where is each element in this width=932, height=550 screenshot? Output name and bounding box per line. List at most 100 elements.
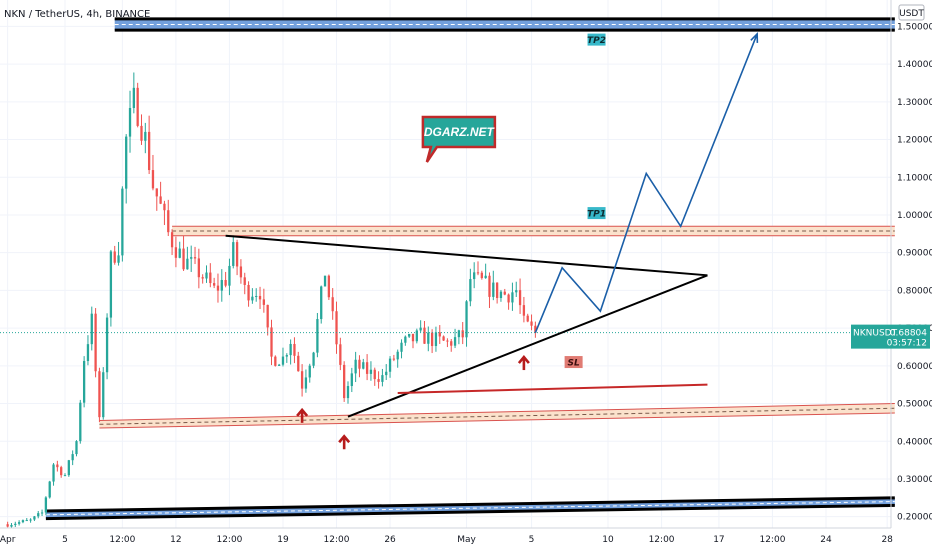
candle-body (121, 188, 124, 256)
candle-body (170, 232, 174, 248)
candle-body (48, 481, 51, 498)
label-TP1[interactable]: TP1 (587, 207, 606, 220)
x-tick-label: 12:00 (324, 535, 350, 545)
candle-body (140, 125, 143, 141)
drawings-layer (0, 32, 891, 418)
candle-body (21, 520, 25, 523)
x-tick-label: 12:00 (759, 535, 785, 545)
candle-body (335, 311, 338, 345)
candle-body (461, 330, 464, 338)
candle-body (488, 275, 491, 297)
candle-body (71, 454, 74, 461)
candle-body (167, 210, 170, 233)
candle-body (499, 291, 503, 299)
candle-body (515, 290, 518, 293)
y-tick-label: 1.00000 (897, 211, 932, 221)
time-axis[interactable]: Apr 5 12:00 12 12:00 19 12:00 26 May 5 10 12:00 17 12… (0, 535, 893, 545)
currency-badge[interactable]: USDT (898, 4, 925, 21)
candle-body (381, 375, 384, 382)
brand-callout[interactable]: DGARZ.NET (421, 115, 497, 163)
candle-body (102, 372, 105, 418)
x-tick-label: 12:00 (649, 535, 675, 545)
candle-body (453, 337, 457, 346)
zone-support[interactable] (99, 403, 895, 429)
candle-body (113, 251, 116, 263)
candle-body (266, 304, 269, 328)
candle-body (155, 188, 158, 197)
candle-body (251, 296, 254, 301)
candle-body (465, 301, 468, 338)
candle-body (243, 277, 246, 285)
upper-trendline[interactable] (225, 234, 708, 277)
candle-body (320, 286, 323, 320)
candle-body (174, 247, 178, 258)
candle-body (308, 365, 311, 378)
candle-body (258, 295, 262, 300)
x-tick-label: 17 (713, 535, 724, 545)
candle-body (343, 364, 346, 399)
y-tick-label: 0.20000 (897, 513, 932, 523)
candle-body (25, 520, 28, 522)
candle-body (132, 87, 135, 108)
y-tick-label: 0.90000 (897, 249, 932, 259)
label-TP1-text: TP1 (587, 210, 606, 220)
sl-line[interactable] (397, 383, 708, 394)
candle-body (415, 330, 418, 342)
candle-body (67, 460, 70, 476)
candle-body (117, 255, 120, 263)
y-tick-label: 1.10000 (897, 173, 932, 183)
up-arrow-icon (296, 407, 309, 423)
candle-body (209, 272, 212, 284)
y-tick-label: 1.20000 (897, 136, 932, 146)
candle-body (10, 524, 13, 527)
candle-body (300, 371, 304, 389)
up-arrow-icon (517, 355, 530, 371)
projection-path[interactable] (534, 33, 758, 333)
candle-body (450, 341, 453, 346)
candle-body (274, 356, 277, 366)
zone-TP1[interactable] (172, 226, 895, 236)
zone-support-bottom-edge (99, 412, 895, 429)
price-axis[interactable]: 0.200000.300000.400000.500000.600000.700… (897, 22, 932, 522)
x-tick-label: 10 (602, 535, 614, 545)
candle-body (503, 291, 506, 295)
currency-badge-frame (898, 4, 925, 21)
candle-body (151, 170, 155, 189)
up-arrow-icon (338, 434, 351, 450)
candle-body (90, 313, 93, 345)
candle-body (473, 272, 476, 280)
x-tick-label: Apr (0, 535, 16, 545)
candle-body (419, 327, 422, 331)
candle-body (446, 340, 449, 342)
candle-body (247, 284, 250, 301)
candle-body (144, 131, 147, 141)
candle-body (232, 242, 235, 266)
zone-base[interactable] (45, 497, 895, 519)
candle-body (82, 361, 86, 403)
candle-body (109, 251, 113, 318)
candle-body (255, 295, 258, 297)
candle-body (430, 332, 434, 347)
currency-badge-label: USDT (899, 9, 924, 19)
candle-body (63, 475, 67, 477)
candle-body (220, 279, 223, 291)
candle-body (228, 265, 231, 286)
candle-body (385, 371, 388, 376)
candle-body (216, 285, 220, 291)
label-TP2[interactable]: TP2 (587, 33, 606, 47)
zone-base-midline (45, 501, 895, 516)
zones-layer (45, 17, 895, 521)
candle-body (354, 359, 357, 374)
projection-arrowhead (750, 32, 759, 43)
y-tick-label: 0.50000 (897, 400, 932, 410)
symbol-tag-label: NKNUSDT (853, 329, 898, 339)
candle-body (369, 369, 373, 374)
candle-body (289, 343, 292, 356)
label-SL[interactable]: SL (564, 356, 583, 369)
zone-TP2[interactable] (114, 18, 895, 31)
zone-base-top-edge (45, 496, 895, 513)
candle-body (400, 342, 403, 352)
candle-body (346, 386, 350, 399)
